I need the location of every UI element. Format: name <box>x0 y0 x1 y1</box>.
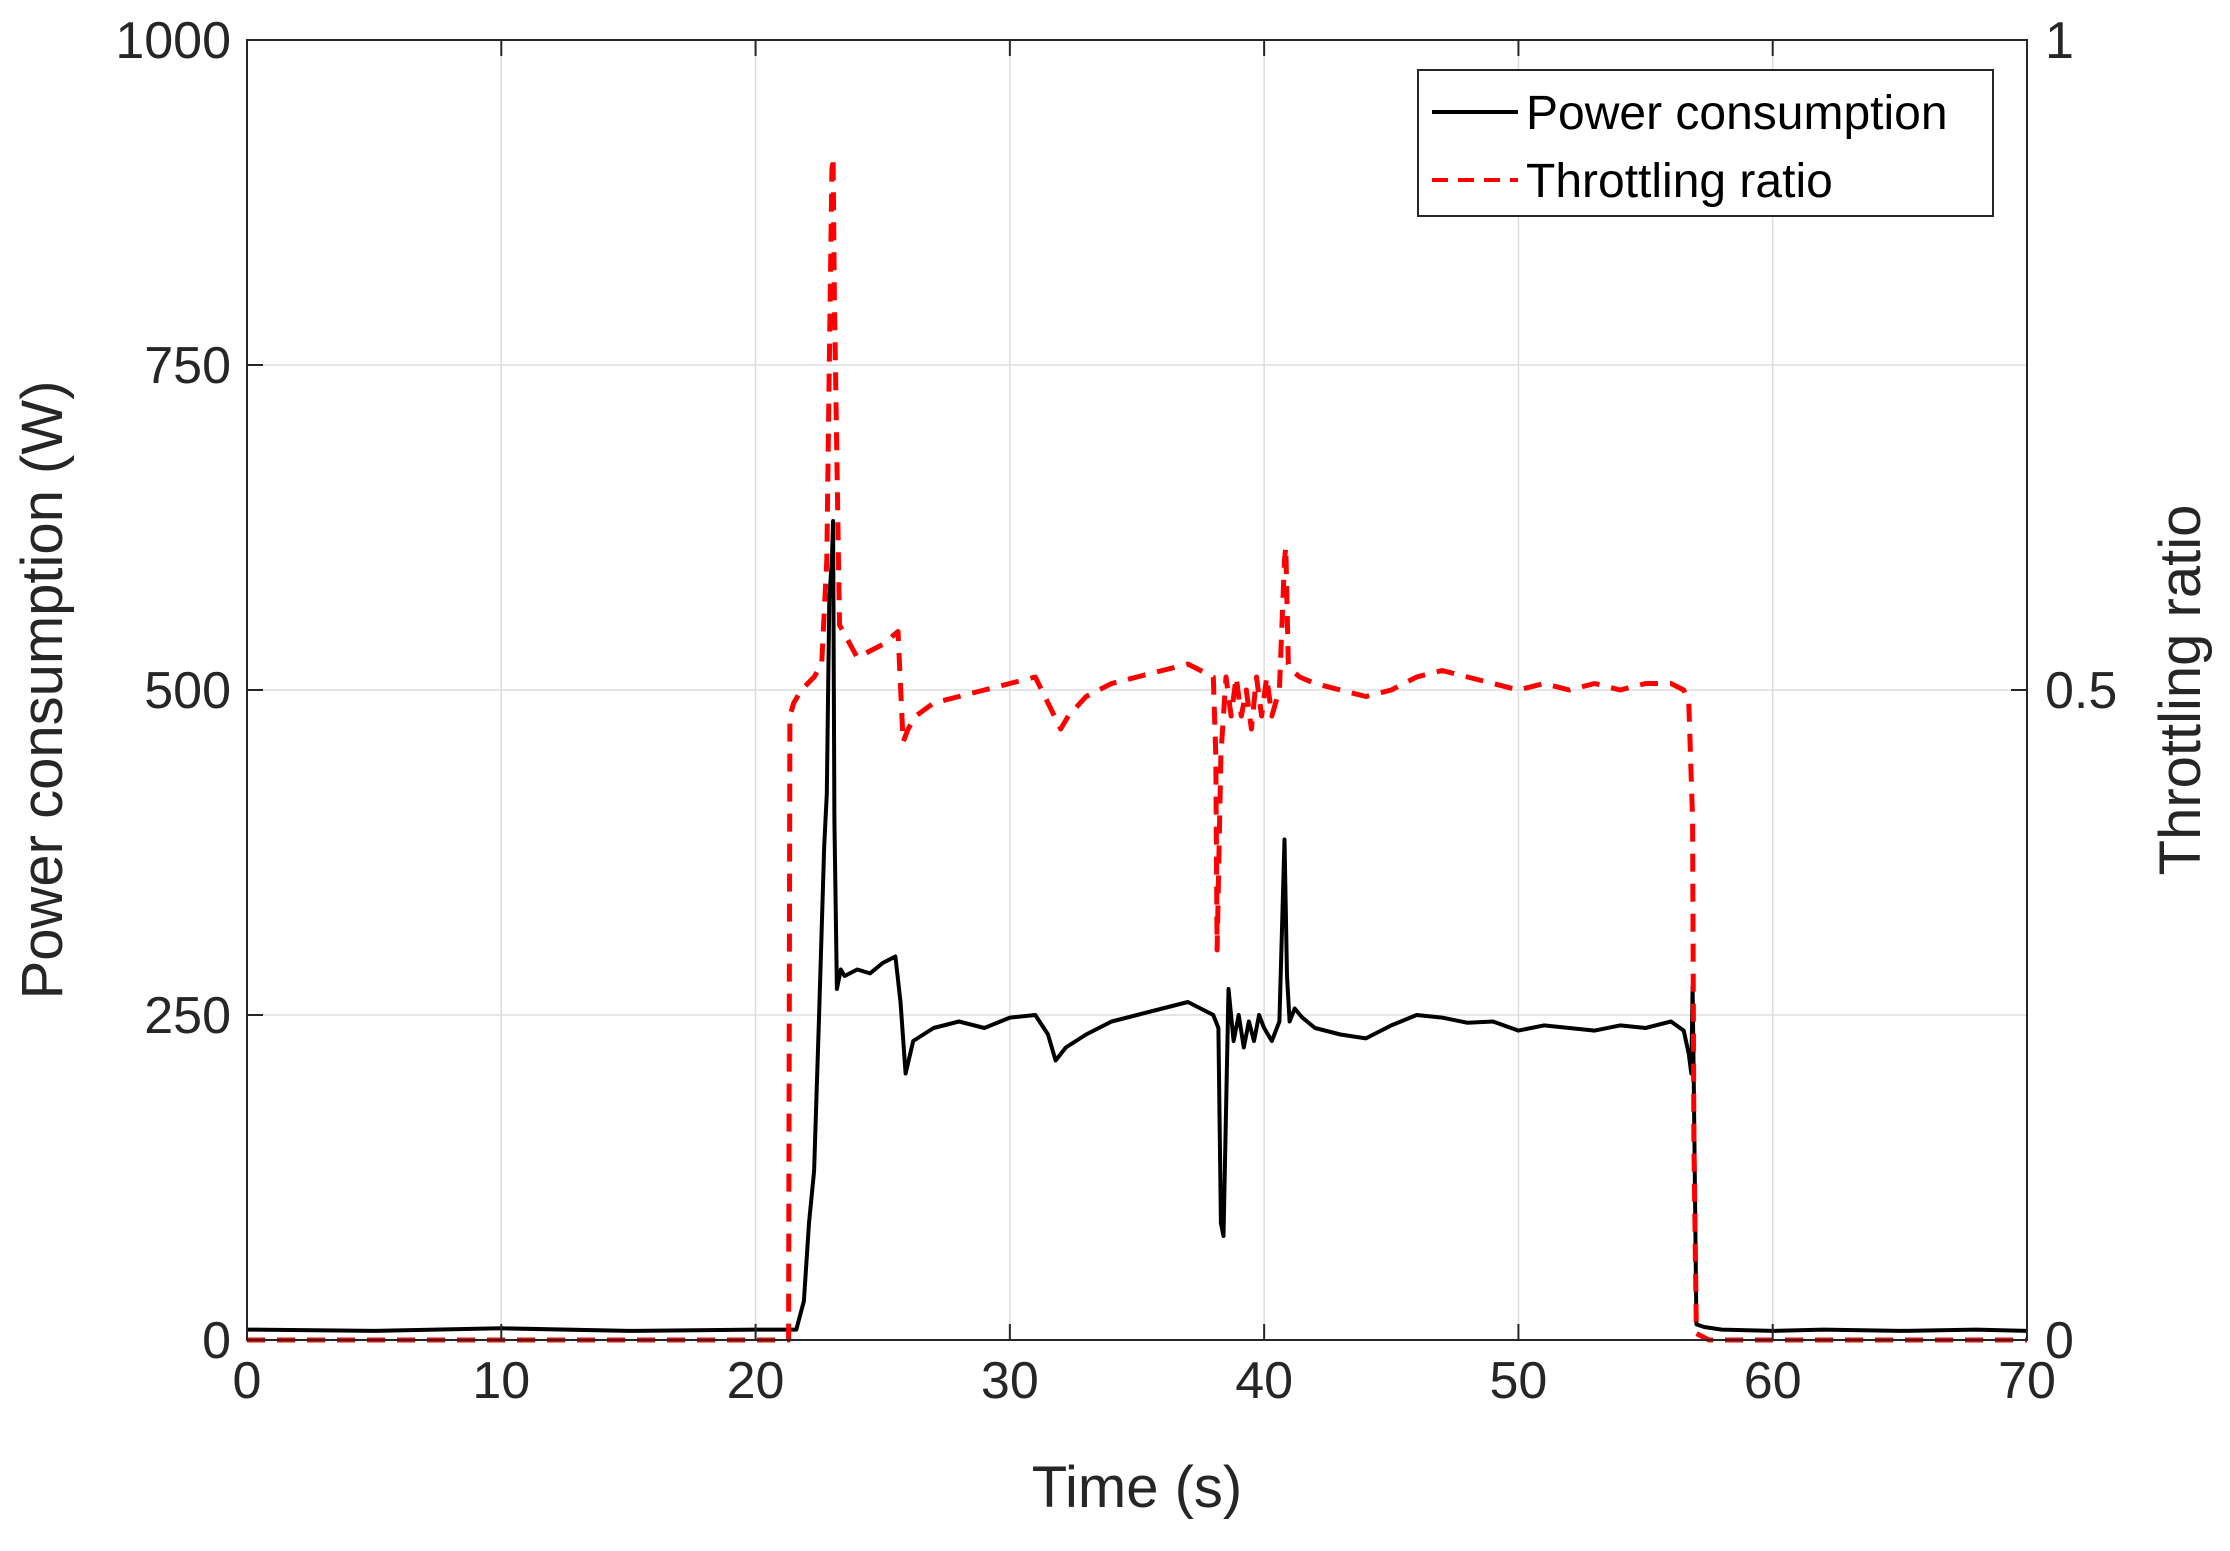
x-tick-label: 0 <box>233 1352 262 1410</box>
series-lines <box>246 154 2028 1343</box>
right-y-tick-label: 1 <box>2045 12 2074 70</box>
left-y-tick-label: 0 <box>202 1312 231 1370</box>
right-y-tick-label: 0.5 <box>2045 662 2117 720</box>
legend: Power consumption Throttling ratio <box>1417 69 1994 217</box>
x-tick-label: 40 <box>1235 1352 1293 1410</box>
legend-label-power: Power consumption <box>1526 87 1948 140</box>
legend-box <box>1417 69 1994 217</box>
power-consumption-line <box>246 519 2028 1333</box>
left-y-axis-label: Power consumption (W) <box>10 381 75 1000</box>
left-y-tick-label: 1000 <box>115 12 231 70</box>
legend-label-throttling: Throttling ratio <box>1526 155 1833 208</box>
grid-lines <box>247 40 2027 1340</box>
left-y-tick-label: 750 <box>144 337 231 395</box>
x-axis-label: Time (s) <box>1032 1455 1242 1520</box>
right-y-tick-label: 0 <box>2045 1312 2074 1370</box>
left-y-tick-label: 250 <box>144 987 231 1045</box>
x-tick-label: 70 <box>1998 1352 2056 1410</box>
x-tick-label: 10 <box>472 1352 530 1410</box>
left-y-tick-label: 500 <box>144 662 231 720</box>
x-tick-label: 50 <box>1490 1352 1548 1410</box>
x-tick-label: 60 <box>1744 1352 1802 1410</box>
x-tick-label: 30 <box>981 1352 1039 1410</box>
tick-marks <box>246 39 2028 1341</box>
x-tick-label: 20 <box>727 1352 785 1410</box>
right-y-axis-label: Throttling ratio <box>2148 505 2213 876</box>
